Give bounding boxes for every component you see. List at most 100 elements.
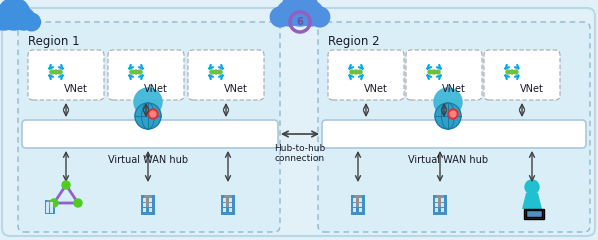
Circle shape: [218, 70, 222, 74]
FancyBboxPatch shape: [143, 208, 146, 212]
Circle shape: [432, 70, 436, 74]
FancyBboxPatch shape: [108, 50, 184, 100]
Circle shape: [298, 1, 324, 26]
Circle shape: [74, 199, 82, 207]
FancyBboxPatch shape: [524, 209, 544, 219]
FancyBboxPatch shape: [28, 50, 104, 100]
FancyBboxPatch shape: [353, 203, 356, 207]
FancyBboxPatch shape: [50, 202, 53, 205]
Circle shape: [510, 70, 514, 74]
FancyBboxPatch shape: [435, 203, 438, 207]
FancyBboxPatch shape: [46, 205, 49, 209]
FancyBboxPatch shape: [141, 195, 155, 215]
Polygon shape: [522, 193, 542, 209]
FancyBboxPatch shape: [223, 203, 226, 207]
Circle shape: [270, 7, 290, 27]
Circle shape: [514, 70, 518, 74]
Text: VNet: VNet: [64, 84, 88, 94]
Circle shape: [134, 88, 162, 116]
FancyBboxPatch shape: [2, 8, 595, 236]
FancyBboxPatch shape: [148, 203, 152, 207]
Circle shape: [54, 70, 58, 74]
FancyBboxPatch shape: [47, 200, 53, 208]
Circle shape: [148, 109, 158, 119]
FancyBboxPatch shape: [436, 195, 444, 207]
FancyBboxPatch shape: [441, 198, 444, 202]
FancyBboxPatch shape: [318, 22, 590, 232]
FancyBboxPatch shape: [148, 198, 152, 202]
Text: Virtual WAN hub: Virtual WAN hub: [108, 155, 188, 165]
FancyBboxPatch shape: [441, 208, 444, 212]
Circle shape: [0, 13, 5, 31]
FancyBboxPatch shape: [353, 208, 356, 212]
Circle shape: [350, 70, 354, 74]
FancyBboxPatch shape: [22, 120, 278, 148]
Text: VNet: VNet: [442, 84, 466, 94]
FancyBboxPatch shape: [221, 195, 235, 215]
Circle shape: [434, 88, 462, 116]
Circle shape: [0, 8, 16, 30]
FancyBboxPatch shape: [144, 195, 152, 207]
FancyBboxPatch shape: [484, 50, 560, 100]
Circle shape: [0, 0, 30, 30]
FancyBboxPatch shape: [223, 208, 226, 212]
FancyBboxPatch shape: [228, 198, 231, 202]
FancyBboxPatch shape: [143, 198, 146, 202]
Circle shape: [358, 70, 362, 74]
Text: VNet: VNet: [364, 84, 388, 94]
Text: VNet: VNet: [224, 84, 248, 94]
Circle shape: [23, 13, 41, 31]
Circle shape: [354, 70, 358, 74]
Circle shape: [448, 109, 458, 119]
FancyBboxPatch shape: [18, 22, 280, 232]
Circle shape: [13, 8, 35, 30]
Circle shape: [50, 70, 54, 74]
Circle shape: [134, 70, 138, 74]
FancyBboxPatch shape: [526, 210, 542, 217]
FancyBboxPatch shape: [351, 195, 365, 215]
Circle shape: [506, 70, 510, 74]
Text: Region 1: Region 1: [28, 35, 80, 48]
Circle shape: [135, 103, 161, 129]
Text: VNet: VNet: [144, 84, 168, 94]
FancyBboxPatch shape: [45, 200, 55, 214]
FancyBboxPatch shape: [322, 120, 586, 148]
FancyBboxPatch shape: [50, 205, 53, 209]
Circle shape: [150, 111, 156, 117]
FancyBboxPatch shape: [359, 203, 362, 207]
Text: Hub-to-hub
connection: Hub-to-hub connection: [274, 144, 326, 163]
FancyBboxPatch shape: [46, 209, 49, 212]
FancyBboxPatch shape: [188, 50, 264, 100]
Circle shape: [436, 70, 440, 74]
Circle shape: [428, 70, 432, 74]
FancyBboxPatch shape: [441, 203, 444, 207]
Circle shape: [310, 7, 329, 27]
FancyBboxPatch shape: [50, 209, 53, 212]
Circle shape: [62, 181, 70, 189]
Circle shape: [214, 70, 218, 74]
Circle shape: [435, 103, 461, 129]
Circle shape: [138, 70, 142, 74]
Text: VNet: VNet: [520, 84, 544, 94]
Circle shape: [210, 70, 214, 74]
FancyBboxPatch shape: [143, 203, 146, 207]
Circle shape: [525, 180, 539, 194]
Circle shape: [58, 70, 62, 74]
FancyBboxPatch shape: [328, 50, 404, 100]
Circle shape: [50, 199, 58, 207]
Circle shape: [282, 0, 318, 26]
FancyBboxPatch shape: [353, 198, 356, 202]
FancyBboxPatch shape: [148, 208, 152, 212]
FancyBboxPatch shape: [359, 208, 362, 212]
FancyBboxPatch shape: [435, 198, 438, 202]
FancyBboxPatch shape: [359, 198, 362, 202]
FancyBboxPatch shape: [354, 195, 362, 207]
Text: Region 2: Region 2: [328, 35, 380, 48]
FancyBboxPatch shape: [46, 202, 49, 205]
FancyBboxPatch shape: [435, 208, 438, 212]
Circle shape: [450, 111, 456, 117]
FancyBboxPatch shape: [224, 195, 232, 207]
FancyBboxPatch shape: [223, 198, 226, 202]
FancyBboxPatch shape: [228, 208, 231, 212]
Text: Virtual WAN hub: Virtual WAN hub: [408, 155, 488, 165]
